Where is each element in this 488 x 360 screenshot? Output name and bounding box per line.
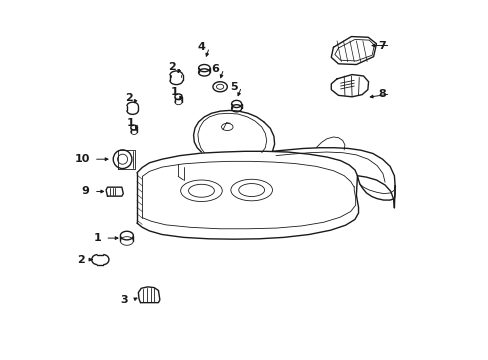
Text: 6: 6 (211, 64, 219, 74)
Text: 7: 7 (378, 41, 386, 50)
Text: 1: 1 (93, 233, 101, 243)
Text: 2: 2 (124, 93, 132, 103)
Text: 5: 5 (229, 82, 237, 92)
Text: 9: 9 (81, 186, 89, 197)
Text: 4: 4 (197, 42, 204, 52)
Text: 3: 3 (120, 295, 128, 305)
Text: 1: 1 (170, 87, 178, 97)
Text: 2: 2 (77, 255, 85, 265)
Text: 8: 8 (378, 89, 386, 99)
Text: 2: 2 (168, 62, 176, 72)
Text: 1: 1 (126, 118, 134, 128)
Text: 10: 10 (74, 154, 89, 164)
